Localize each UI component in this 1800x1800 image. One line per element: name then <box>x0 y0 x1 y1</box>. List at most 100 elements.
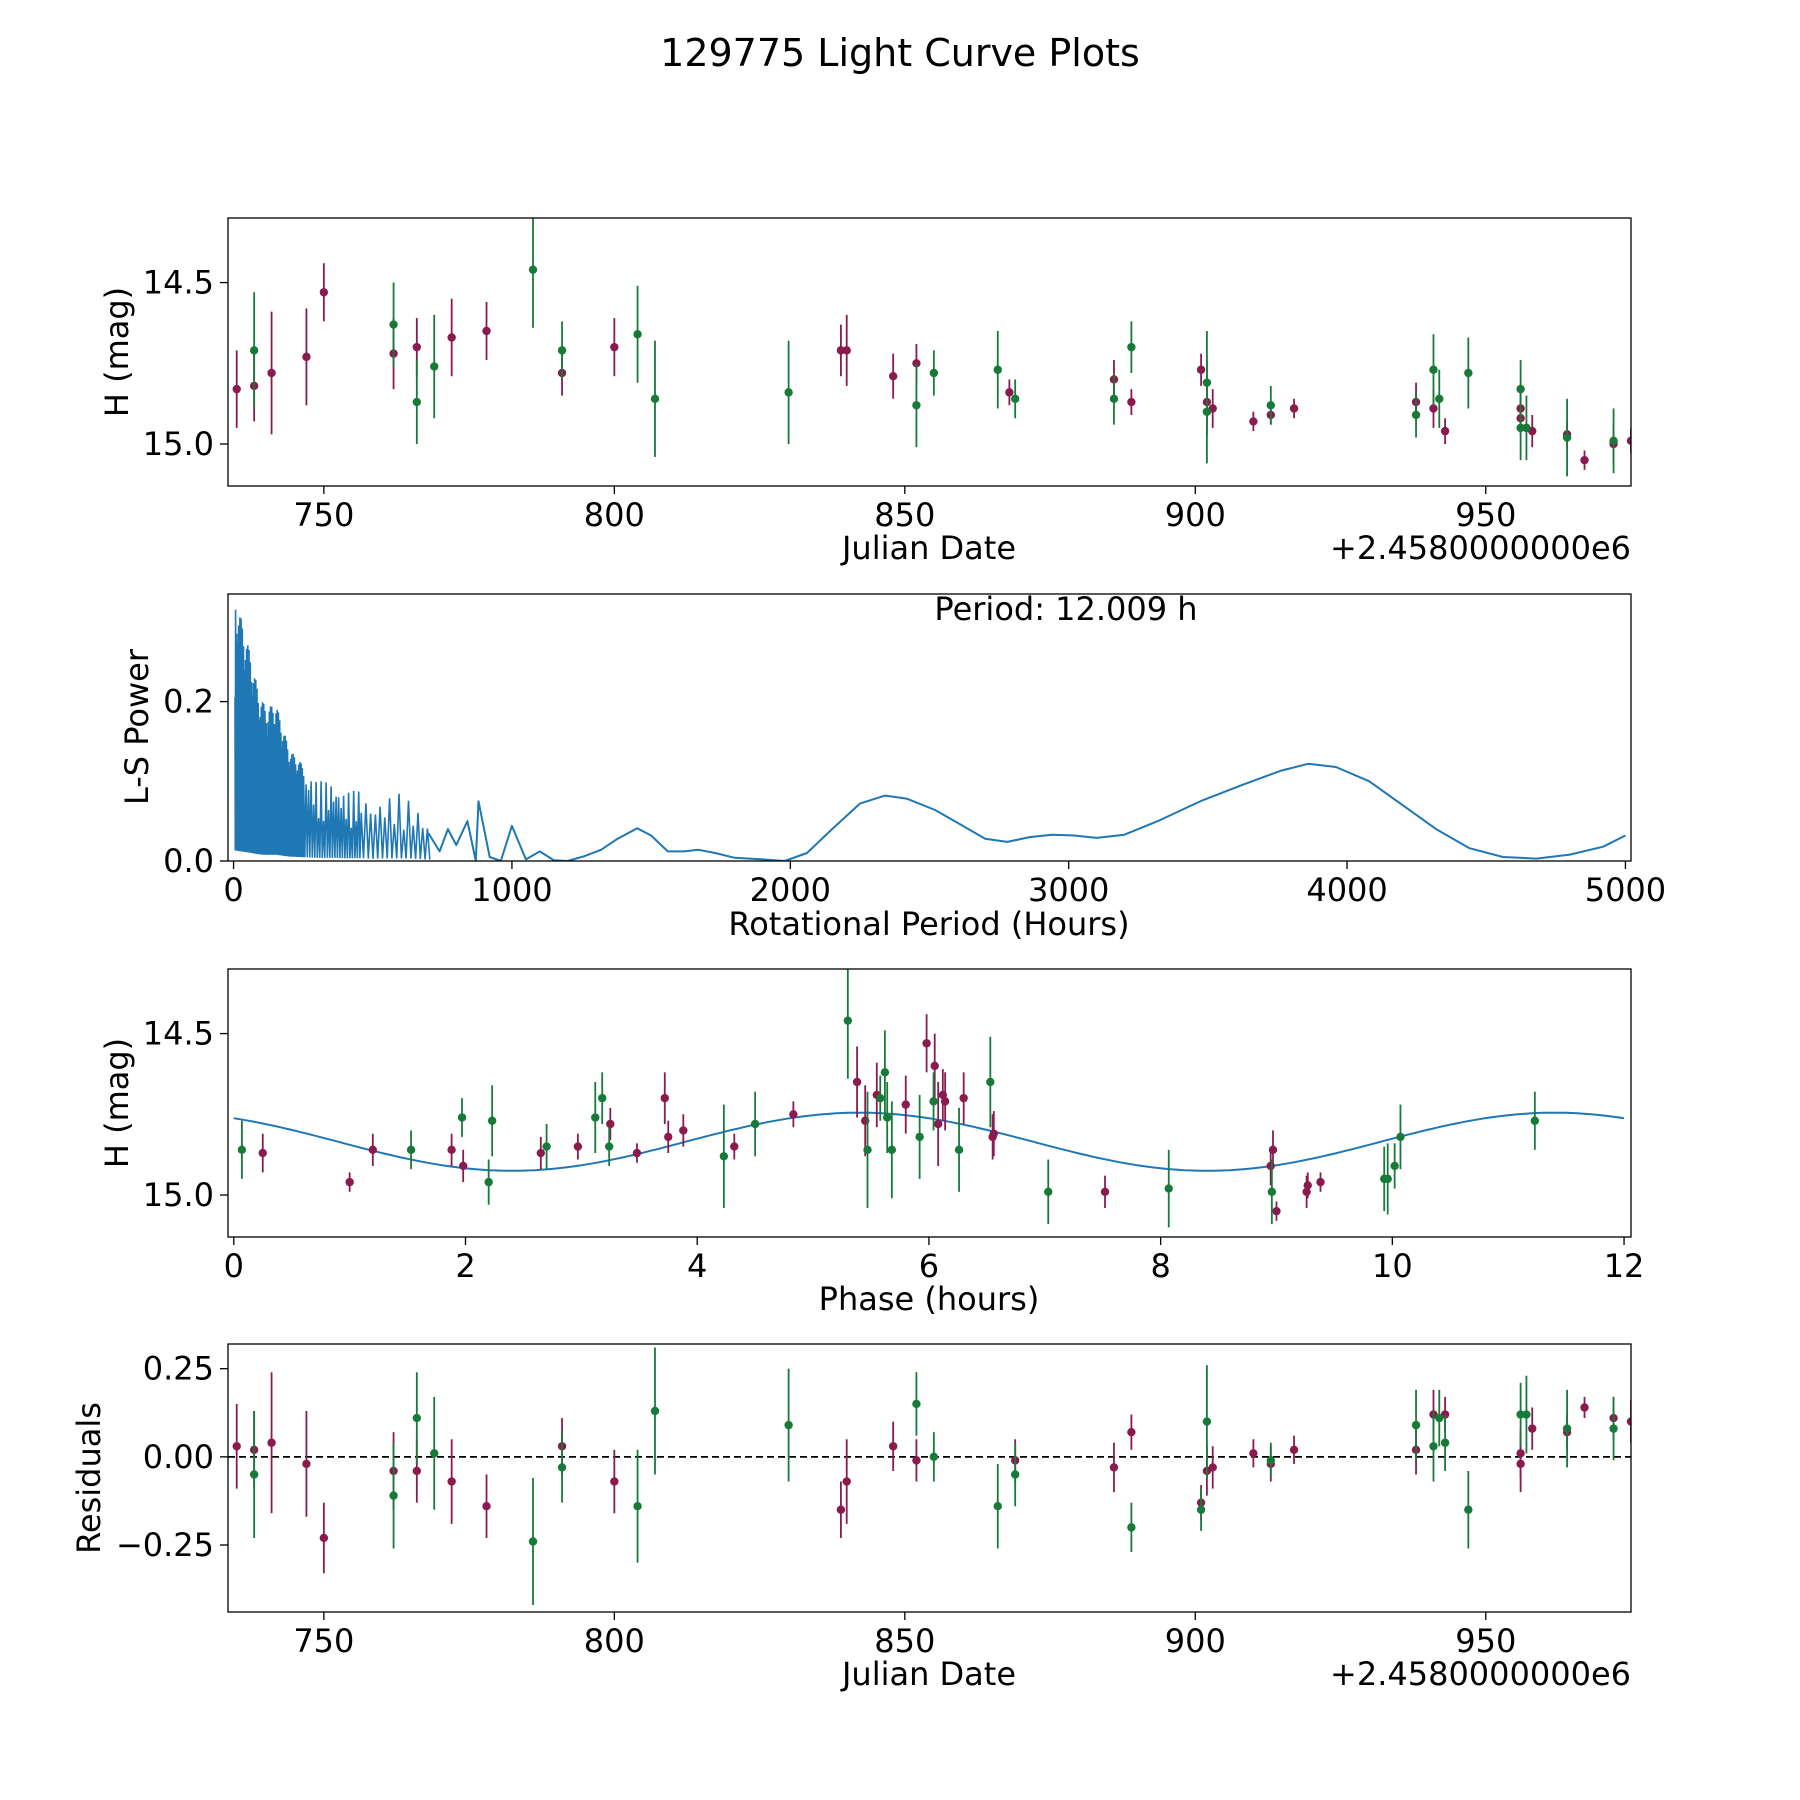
data-point <box>880 1068 890 1077</box>
lightcurve-ytick-label: 14.5 <box>143 264 214 302</box>
panel-phased: 0 2 4 6 8 10 12 15.0 14.5 Phase (hours) H (mag) <box>98 968 1644 1318</box>
data-point <box>1429 404 1438 413</box>
data-point <box>1196 365 1206 374</box>
data-point <box>237 1145 247 1155</box>
residuals-series-band-g <box>249 1347 1618 1605</box>
data-point <box>528 1537 538 1546</box>
lightcurve-ylabel: H (mag) <box>98 287 136 417</box>
data-point <box>1464 368 1473 378</box>
phased-model-curve <box>233 1111 1625 1172</box>
data-point <box>604 1142 614 1151</box>
data-point <box>482 326 491 336</box>
data-point <box>888 1442 898 1451</box>
data-point <box>557 1463 567 1472</box>
phased-series-band-r <box>258 1014 1325 1221</box>
phased-x-ticks: 0 2 4 6 8 10 12 <box>224 1237 1644 1285</box>
data-point <box>993 365 1002 374</box>
data-point <box>591 1113 600 1122</box>
lightcurve-series-band-g <box>249 218 1618 477</box>
data-point <box>412 1466 422 1476</box>
data-point <box>679 1126 688 1135</box>
data-point <box>1109 1463 1119 1472</box>
data-point <box>1522 1410 1531 1419</box>
data-point <box>843 1016 853 1025</box>
data-point <box>487 1116 497 1125</box>
data-point <box>302 352 311 362</box>
data-point <box>606 1119 615 1129</box>
data-point <box>883 1113 892 1122</box>
residuals-xlabel: Julian Date <box>840 1655 1016 1693</box>
lightcurve-plot-area <box>232 218 1631 477</box>
panel-lightcurve: 750 800 850 900 950 15.0 14.5 Julian Date H (… <box>98 217 1632 567</box>
data-point <box>1005 388 1014 397</box>
data-point <box>1528 1424 1537 1433</box>
data-point <box>1127 342 1136 352</box>
residuals-xtick-label: 750 <box>293 1622 354 1660</box>
data-point <box>929 1097 938 1106</box>
data-point <box>1580 455 1589 465</box>
data-point <box>1411 1420 1421 1430</box>
figure-title: 129775 Light Curve Plots <box>660 31 1140 75</box>
data-point <box>610 1477 619 1486</box>
data-point <box>557 346 567 355</box>
residuals-ytick-label: 0.25 <box>143 1350 214 1388</box>
phased-xtick-label: 8 <box>1150 1247 1170 1285</box>
data-point <box>842 346 851 355</box>
periodogram-xtick-label: 2000 <box>750 871 831 909</box>
data-point <box>954 1145 964 1155</box>
data-point <box>1516 423 1525 433</box>
data-point <box>412 1413 422 1423</box>
residuals-ytick-label: −0.25 <box>116 1526 214 1564</box>
panel-periodogram: 0 1000 2000 3000 4000 5000 0.0 0.2 Period: 12.… <box>118 590 1666 943</box>
data-point <box>989 1129 998 1138</box>
data-point <box>912 401 921 410</box>
residuals-xtick-label: 850 <box>874 1622 935 1660</box>
data-point <box>986 1077 995 1087</box>
data-point <box>915 1132 924 1142</box>
data-point <box>389 1491 398 1500</box>
residuals-y-ticks: 0.25 0.00 −0.25 <box>116 1350 228 1564</box>
data-point <box>650 394 660 404</box>
data-point <box>1516 384 1525 394</box>
phased-ytick-label: 15.0 <box>143 1176 214 1214</box>
data-point <box>484 1177 493 1187</box>
data-point <box>1396 1132 1405 1142</box>
periodogram-line <box>427 762 1626 861</box>
data-point <box>536 1148 546 1158</box>
data-point <box>1522 423 1531 433</box>
data-point <box>1562 1424 1572 1433</box>
periodogram-xtick-label: 0 <box>223 871 243 909</box>
data-point <box>447 333 456 342</box>
periodogram-annotation: Period: 12.009 h <box>934 590 1197 628</box>
data-point <box>664 1132 673 1142</box>
data-point <box>1562 433 1572 442</box>
data-point <box>1249 1449 1258 1458</box>
data-point <box>319 1533 329 1543</box>
data-point <box>406 1145 416 1155</box>
periodogram-ylabel: L-S Power <box>118 648 156 805</box>
data-point <box>633 1502 642 1511</box>
data-point <box>1516 1410 1525 1419</box>
periodogram-frame <box>227 593 1632 862</box>
periodogram-plot-area <box>234 609 1626 861</box>
data-point <box>1266 1456 1276 1465</box>
data-point <box>993 1502 1002 1511</box>
lightcurve-xtick-label: 750 <box>293 496 354 534</box>
data-point <box>863 1145 872 1155</box>
periodogram-xtick-label: 4000 <box>1306 871 1387 909</box>
data-point <box>784 1420 793 1430</box>
data-point <box>660 1093 669 1103</box>
data-point <box>430 1449 439 1458</box>
data-point <box>912 1399 921 1409</box>
residuals-ylabel: Residuals <box>70 1402 108 1554</box>
data-point <box>598 1093 607 1103</box>
periodogram-dense-line <box>234 609 431 860</box>
data-point <box>249 346 259 355</box>
residuals-x-ticks: 750 800 850 900 950 <box>293 1612 1516 1660</box>
data-point <box>929 368 939 378</box>
data-point <box>1390 1161 1399 1171</box>
phased-series-band-g <box>237 969 1540 1228</box>
data-point <box>412 397 422 407</box>
data-point <box>232 1442 241 1451</box>
data-point <box>345 1177 354 1187</box>
